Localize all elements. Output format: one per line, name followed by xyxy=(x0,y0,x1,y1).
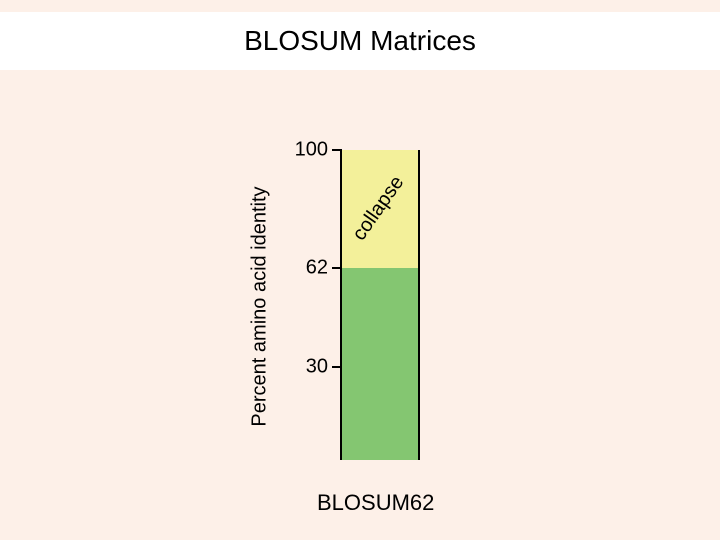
slide-title: BLOSUM Matrices xyxy=(244,25,476,57)
y-axis-label: Percent amino acid identity xyxy=(249,186,272,426)
y-tick xyxy=(332,267,342,269)
x-axis-label: BLOSUM62 xyxy=(317,490,434,516)
y-tick-label: 30 xyxy=(306,356,328,379)
bar-segment xyxy=(342,268,418,460)
chart-bar: 1006230collapse xyxy=(340,150,420,460)
y-tick-label: 62 xyxy=(306,256,328,279)
title-band: BLOSUM Matrices xyxy=(0,12,720,70)
y-tick xyxy=(332,149,342,151)
y-tick-label: 100 xyxy=(295,139,328,162)
y-tick xyxy=(332,366,342,368)
